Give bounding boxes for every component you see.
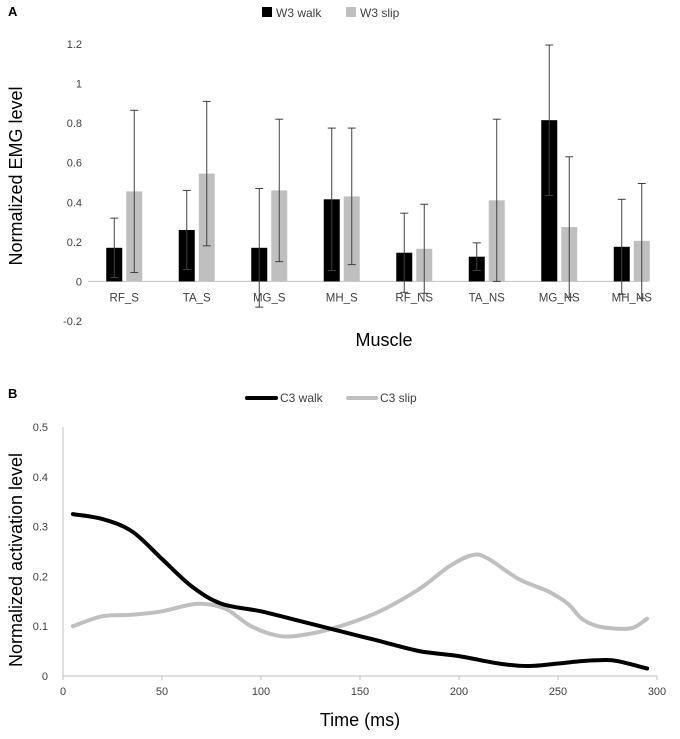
panel-a: A W3 walk W3 slip -0.200.20.40.60.811.2 … (6, 4, 652, 350)
panel-a-y-tick-label: 1 (76, 79, 82, 91)
error-bar-w3-walk-rf-ns (400, 212, 409, 293)
panel-b-x-tick-label: 100 (252, 686, 270, 698)
error-bar-w3-slip-rf-s (130, 109, 139, 274)
panel-a-bars (106, 120, 650, 282)
error-bar-w3-slip-mg-s (275, 118, 284, 263)
error-bar-w3-slip-ta-ns (492, 118, 501, 282)
bar-w3-walk-mg-ns (541, 120, 558, 282)
line-c3-slip (70, 552, 650, 639)
panel-b-y-tick-label: 0 (42, 671, 48, 683)
legend-swatch-w3-walk (262, 7, 272, 17)
error-bar-w3-walk-mh-s (327, 127, 336, 272)
panel-b: B C3 walk C3 slip 0 0.1 0.2 0.3 0.4 0.5 0 50 10… (6, 386, 666, 730)
panel-b-x-tick-label: 150 (351, 686, 369, 698)
legend-swatch-w3-slip (346, 7, 356, 17)
error-bar-w3-walk-mh-ns (617, 198, 626, 295)
panel-b-legend: C3 walk C3 slip (245, 391, 417, 405)
panel-b-y-axis-title: Normalized activation level (6, 453, 26, 667)
error-bar-w3-walk-rf-s (110, 217, 119, 278)
error-bar-w3-walk-ta-ns (472, 242, 481, 272)
panel-b-lines (70, 512, 650, 671)
panel-a-legend: W3 walk W3 slip (262, 6, 400, 20)
panel-b-y-tick-label: 0.2 (33, 571, 48, 583)
panel-a-y-tick-label: 0.6 (67, 158, 82, 170)
error-bar-w3-slip-mh-s (347, 127, 356, 266)
panel-a-label: A (8, 4, 18, 19)
panel-b-label: B (8, 386, 17, 401)
panel-a-y-tick-label: -0.2 (63, 316, 82, 328)
panel-b-y-ticks: 0 0.1 0.2 0.3 0.4 0.5 (33, 422, 48, 683)
panel-a-y-tick-label: 1.2 (67, 39, 82, 51)
panel-a-categories: RF_S TA_S MG_S MH_S RF_NS TA_NS MG_NS MH_NS (110, 292, 653, 304)
panel-b-x-ticks: 0 50 100 150 200 250 300 (60, 676, 666, 698)
panel-b-y-tick-label: 0.3 (33, 522, 48, 534)
panel-a-y-tick-label: 0.8 (67, 118, 82, 130)
panel-a-y-ticks: -0.2 0 0.2 0.4 0.6 0.8 1 1.2 (63, 39, 82, 328)
panel-b-x-tick-label: 0 (60, 686, 66, 698)
panel-b-y-tick-label: 0.4 (33, 472, 48, 484)
category-label-mg-s: MG_S (253, 292, 286, 304)
legend-label-c3-slip: C3 slip (380, 391, 417, 405)
panel-a-error-bars (110, 44, 646, 308)
panel-b-y-tick-label: 0.1 (33, 621, 48, 633)
panel-a-x-axis-title: Muscle (355, 330, 412, 350)
panel-a-y-axis-title: Normalized EMG level (6, 86, 26, 265)
category-label-ta-ns: TA_NS (469, 292, 506, 304)
category-label-rf-s: RF_S (110, 292, 140, 304)
panel-b-x-tick-label: 250 (549, 686, 567, 698)
legend-label-c3-walk: C3 walk (280, 391, 324, 405)
error-bar-w3-walk-mg-ns (545, 44, 554, 196)
panel-b-x-tick-label: 50 (156, 686, 168, 698)
panel-b-x-tick-label: 300 (648, 686, 666, 698)
error-bar-w3-walk-mg-s (255, 187, 264, 308)
error-bar-w3-slip-rf-ns (420, 203, 429, 294)
error-bar-w3-walk-ta-s (182, 189, 191, 271)
category-label-rf-ns: RF_NS (395, 292, 433, 304)
legend-label-w3-slip: W3 slip (360, 6, 400, 20)
panel-a-y-tick-label: 0.4 (67, 197, 82, 209)
error-bar-w3-slip-ta-s (202, 100, 211, 247)
panel-b-x-tick-label: 200 (450, 686, 468, 698)
category-label-ta-s: TA_S (183, 292, 211, 304)
line-c3-walk (70, 512, 650, 671)
category-label-mh-ns: MH_NS (612, 292, 653, 304)
error-bar-w3-slip-mg-ns (565, 156, 574, 298)
panel-a-y-tick-label: 0 (76, 276, 82, 288)
panel-a-y-tick-label: 0.2 (67, 237, 82, 249)
category-label-mg-ns: MG_NS (539, 292, 580, 304)
panel-b-x-axis-title: Time (ms) (320, 710, 400, 730)
legend-label-w3-walk: W3 walk (276, 6, 322, 20)
error-bar-w3-slip-mh-ns (637, 182, 646, 299)
panel-b-y-tick-label: 0.5 (33, 422, 48, 434)
category-label-mh-s: MH_S (326, 292, 358, 304)
